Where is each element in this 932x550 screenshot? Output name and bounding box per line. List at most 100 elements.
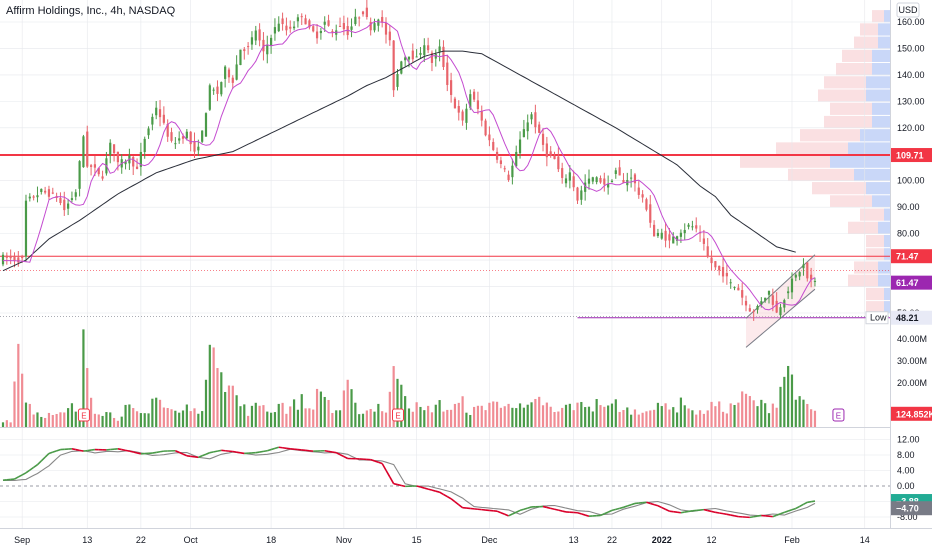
osc-main-segment [776,513,781,516]
low-prefix-bg [865,311,889,325]
candle-body [36,195,39,198]
osc-main-segment [125,449,130,452]
volume-profile-row-up [866,89,890,102]
candle-body [44,190,47,193]
volume-profile-row-down [866,234,884,248]
candle-body [584,182,587,192]
volume-bar [74,411,77,427]
candle-body [47,189,51,197]
candle-body [112,144,116,154]
osc-main-segment [240,452,245,455]
volume-profile-row-up [878,261,890,274]
osc-main-segment [711,510,716,514]
volume-bar [208,344,211,427]
osc-main-segment [83,449,88,452]
volume-profile-row-down [866,248,884,261]
earnings-marker[interactable] [77,408,90,422]
volume-bar [633,409,637,427]
candle-body [78,161,81,189]
osc-tick-label: 12.00 [897,435,920,445]
osc-main-segment [784,510,789,514]
osc-main-segment [343,455,349,460]
volume-bar [396,378,399,427]
volume-bar [407,408,411,427]
time-tick-label: Dec [481,535,498,545]
candle-body [86,131,89,167]
osc-main-segment [255,451,260,454]
volume-bar [511,407,514,427]
time-axis[interactable]: Sep 13 22 Oct 18 Nov 15 Dec 13 22 2022 12 Feb 14 [14,535,870,545]
candle-body [603,178,606,185]
candlesticks [1,0,817,321]
osc-main-segment [182,453,188,457]
volume-bar [201,411,204,427]
osc-main-segment [584,514,590,517]
candle-body [675,236,679,241]
currency-box[interactable] [896,2,920,18]
volume-bar [595,399,598,427]
osc-main-segment [282,446,287,450]
candle-body [465,108,468,123]
osc-main-segment [152,451,157,454]
candle-body [296,17,300,22]
earnings-marker[interactable] [391,408,404,422]
candle-body [599,177,602,183]
osc-main-segment [615,507,620,511]
candle-body [660,232,663,239]
volume-bar [354,402,357,427]
candle-body [633,174,637,184]
volume-bar [350,389,353,427]
candle-body [430,52,434,63]
price-tick-label: 120.00 [897,123,925,133]
candle-body [545,143,548,158]
candle-body [204,113,208,137]
volume-bar [36,412,39,427]
volume-bar [335,410,338,427]
volume-bar [442,411,445,427]
volume-profile-row-down [818,89,866,102]
earnings-marker[interactable] [832,408,845,422]
volume-bar [653,409,656,427]
horizontal-lines[interactable] [0,154,890,319]
osc-main-segment [378,461,383,465]
volume-profile-row-up [872,49,890,63]
volume-tick-label: 40.00M [897,334,927,344]
candle-body [645,199,648,210]
candle-body [67,203,70,209]
volume-bar [675,412,679,427]
candle-body [541,133,545,145]
candle-body [668,234,671,241]
candle-body [775,300,778,313]
time-tick-label: 2022 [652,535,672,545]
volume-profile-row-up [848,142,890,155]
osc-main-segment [270,447,276,451]
volume-bar [120,416,123,427]
candle-body [189,131,192,145]
volume-bar [216,368,219,427]
time-tick-label: 22 [136,535,146,545]
volume-profile-row-down [830,195,872,208]
candle-body [526,122,529,132]
volume-bar [358,414,361,427]
volume-tick-label: 30.00M [897,356,927,366]
osc-main-segment [581,513,586,516]
osc-main-segment [178,451,184,455]
volume-bar [798,396,801,427]
candle-body [637,187,640,195]
osc-main-segment [454,501,460,506]
volume-bar [672,407,675,427]
volume-bar [518,403,522,427]
volume-bar [706,410,709,427]
candle-body [718,265,721,271]
osc-main-segment [332,451,337,454]
low-value-tag: 48.21 [896,313,919,323]
osc-main-segment [519,508,525,512]
volume-bar [67,408,70,427]
candle-body [143,138,146,153]
osc-main-segment [339,453,345,458]
volume-bar [610,403,614,427]
time-tick-label: 18 [266,535,276,545]
volume-bar [59,412,62,427]
